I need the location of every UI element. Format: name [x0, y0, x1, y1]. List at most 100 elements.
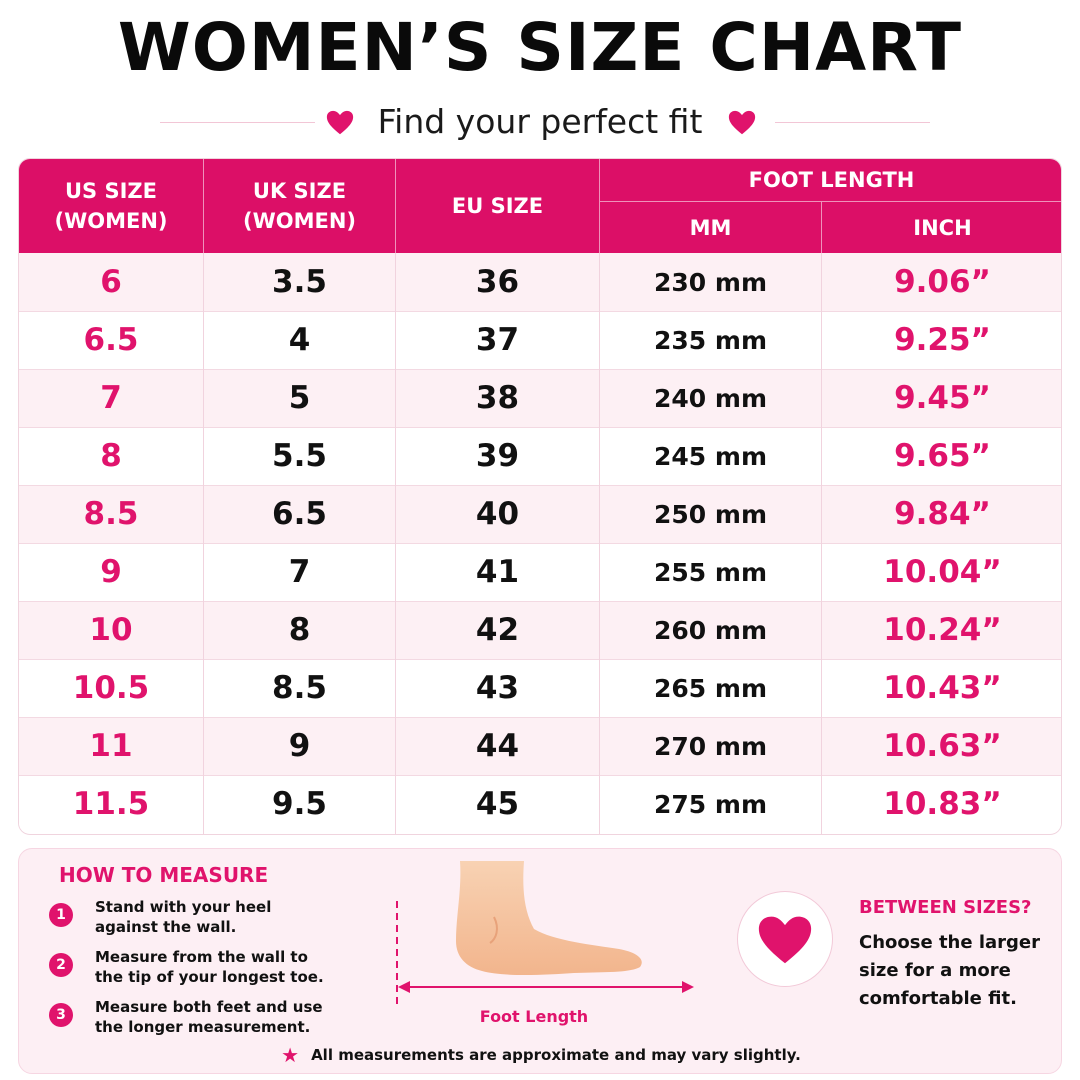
step-line: the longer measurement.: [95, 1018, 311, 1036]
table-row: 10.5 8.5 43 265 mm 10.43”: [19, 659, 1061, 717]
cell-uk: 5: [288, 380, 311, 416]
cell-inch: 10.04”: [883, 554, 1002, 590]
cell-uk: 9.5: [272, 786, 327, 822]
step-line: Measure from the wall to: [95, 948, 308, 966]
cell-inch: 9.65”: [894, 438, 991, 474]
cell-mm: 230 mm: [654, 267, 767, 297]
table-row: 8.5 6.5 40 250 mm 9.84”: [19, 485, 1061, 543]
cell-inch: 9.25”: [894, 322, 991, 358]
header-eu-size: EU SIZE: [451, 194, 544, 218]
header-uk-line1: UK SIZE: [252, 179, 347, 203]
row-separator: [19, 369, 1061, 370]
cell-mm: 255 mm: [654, 557, 767, 587]
heart-badge: [737, 891, 833, 987]
cell-us: 8: [100, 438, 122, 474]
row-separator: [19, 659, 1061, 660]
foot-length-label: Foot Length: [479, 1007, 589, 1026]
header-divider: [395, 159, 396, 253]
table-row: 7 5 38 240 mm 9.45”: [19, 369, 1061, 427]
cell-us: 8.5: [83, 496, 139, 532]
measure-step: 2 Measure from the wall to the tip of yo…: [49, 947, 339, 991]
row-separator: [19, 775, 1061, 776]
cell-eu: 42: [475, 612, 520, 648]
measure-step: 1 Stand with your heel against the wall.: [49, 897, 339, 941]
cell-us: 10.5: [72, 670, 150, 706]
subtitle-line-right: [775, 122, 930, 123]
step-number-badge: 1: [49, 903, 73, 927]
cell-uk: 4: [288, 322, 311, 358]
cell-uk: 9: [288, 728, 311, 764]
between-line: comfortable fit.: [859, 988, 1017, 1009]
cell-us: 9: [100, 554, 122, 590]
table-row: 8 5.5 39 245 mm 9.65”: [19, 427, 1061, 485]
table-row: 6 3.5 36 230 mm 9.06”: [19, 253, 1061, 311]
cell-mm: 235 mm: [654, 325, 767, 355]
header-us-size: US SIZE (WOMEN): [19, 159, 203, 253]
table-row: 11.5 9.5 45 275 mm 10.83”: [19, 775, 1061, 833]
step-text: Measure from the wall to the tip of your…: [95, 947, 335, 987]
header-uk-line2: (WOMEN): [242, 209, 357, 233]
row-separator: [19, 427, 1061, 428]
cell-eu: 43: [475, 670, 520, 706]
step-line: Stand with your heel: [95, 898, 272, 916]
cell-mm: 240 mm: [654, 383, 767, 413]
cell-mm: 275 mm: [654, 789, 767, 819]
cell-us: 6.5: [83, 322, 139, 358]
cell-eu: 44: [475, 728, 520, 764]
header-divider: [203, 159, 204, 253]
measure-step: 3 Measure both feet and use the longer m…: [49, 997, 339, 1041]
cell-us: 7: [100, 380, 122, 416]
cell-uk: 8.5: [272, 670, 327, 706]
column-divider: [599, 253, 600, 834]
header-us-line2: (WOMEN): [54, 209, 168, 233]
between-line: size for a more: [859, 960, 1011, 981]
row-separator: [19, 485, 1061, 486]
cell-uk: 3.5: [272, 264, 327, 300]
row-separator: [19, 601, 1061, 602]
cell-uk: 5.5: [272, 438, 327, 474]
cell-inch: 10.83”: [883, 786, 1002, 822]
between-sizes-title: BETWEEN SIZES?: [859, 897, 1032, 918]
cell-inch: 10.24”: [883, 612, 1002, 648]
cell-inch: 10.43”: [883, 670, 1002, 706]
row-separator: [19, 543, 1061, 544]
table-header: US SIZE (WOMEN) UK SIZE (WOMEN) EU SIZE …: [19, 159, 1061, 253]
step-line: the tip of your longest toe.: [95, 968, 324, 986]
row-separator: [19, 311, 1061, 312]
cell-us: 11.5: [72, 786, 150, 822]
cell-eu: 37: [475, 322, 520, 358]
table-row: 10 8 42 260 mm 10.24”: [19, 601, 1061, 659]
cell-inch: 9.06”: [894, 264, 991, 300]
table-row: 9 7 41 255 mm 10.04”: [19, 543, 1061, 601]
header-us-line1: US SIZE: [65, 179, 157, 203]
foot-measure-graphic: Foot Length: [374, 859, 694, 1039]
foot-length-arrow: [398, 981, 694, 993]
foot-illustration: [396, 861, 642, 1009]
cell-uk: 7: [288, 554, 311, 590]
subtitle-row: Find your perfect fit: [0, 100, 1080, 146]
between-sizes-text: Choose the larger size for a more comfor…: [859, 929, 1049, 1013]
table-row: 6.5 4 37 235 mm 9.25”: [19, 311, 1061, 369]
subtitle-line-left: [160, 122, 315, 123]
cell-mm: 245 mm: [654, 441, 767, 471]
cell-mm: 260 mm: [654, 615, 767, 645]
header-inch: INCH: [913, 215, 972, 240]
cell-uk: 8: [288, 612, 311, 648]
cell-mm: 250 mm: [654, 499, 767, 529]
disclaimer-text: All measurements are approximate and may…: [311, 1046, 801, 1064]
subtitle: Find your perfect fit: [377, 102, 703, 141]
cell-mm: 270 mm: [654, 731, 767, 761]
table-row: 11 9 44 270 mm 10.63”: [19, 717, 1061, 775]
heart-icon: [728, 110, 756, 135]
row-separator: [19, 717, 1061, 718]
how-to-measure-title: HOW TO MEASURE: [59, 863, 269, 887]
header-mm: MM: [689, 215, 732, 240]
between-line: Choose the larger: [859, 932, 1041, 953]
step-text: Stand with your heel against the wall.: [95, 897, 335, 937]
step-number-badge: 2: [49, 953, 73, 977]
cell-mm: 265 mm: [654, 673, 767, 703]
step-text: Measure both feet and use the longer mea…: [95, 997, 335, 1037]
header-divider: [600, 201, 1061, 202]
column-divider: [203, 253, 204, 834]
cell-eu: 38: [475, 380, 520, 416]
